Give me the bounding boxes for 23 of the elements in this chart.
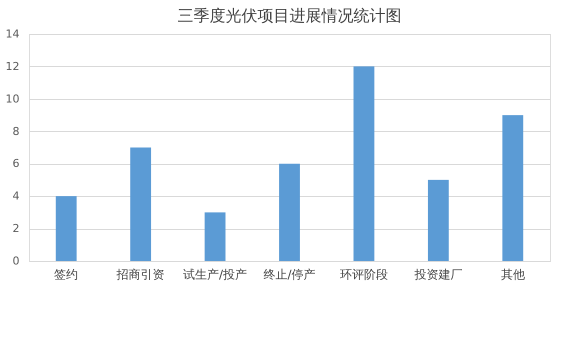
y-tick-label: 4 [12,190,20,203]
bar [279,164,300,261]
x-tick-label: 其他 [500,268,525,282]
chart-title: 三季度光伏项目进展情况统计图 [178,7,402,25]
y-tick-label: 6 [12,157,20,170]
bar [56,196,77,261]
x-tick-label: 终止/停产 [263,268,316,282]
y-tick-label: 0 [12,254,20,268]
x-tick-label: 环评阶段 [340,268,388,282]
bar [502,115,524,261]
y-tick-label: 14 [6,28,20,40]
y-tick-label: 10 [6,92,20,106]
x-tick-label: 签约 [54,268,78,282]
bar [354,66,374,261]
y-tick-label: 2 [12,222,20,236]
x-tick-label: 招商引资 [116,268,165,282]
bar [428,180,449,261]
bar [204,212,226,261]
y-tick-label: 12 [6,60,20,73]
y-tick-label: 8 [12,124,20,138]
x-tick-label: 试生产/投产 [183,268,248,282]
x-tick-label: 投资建厂 [413,268,462,282]
bar [130,148,152,261]
